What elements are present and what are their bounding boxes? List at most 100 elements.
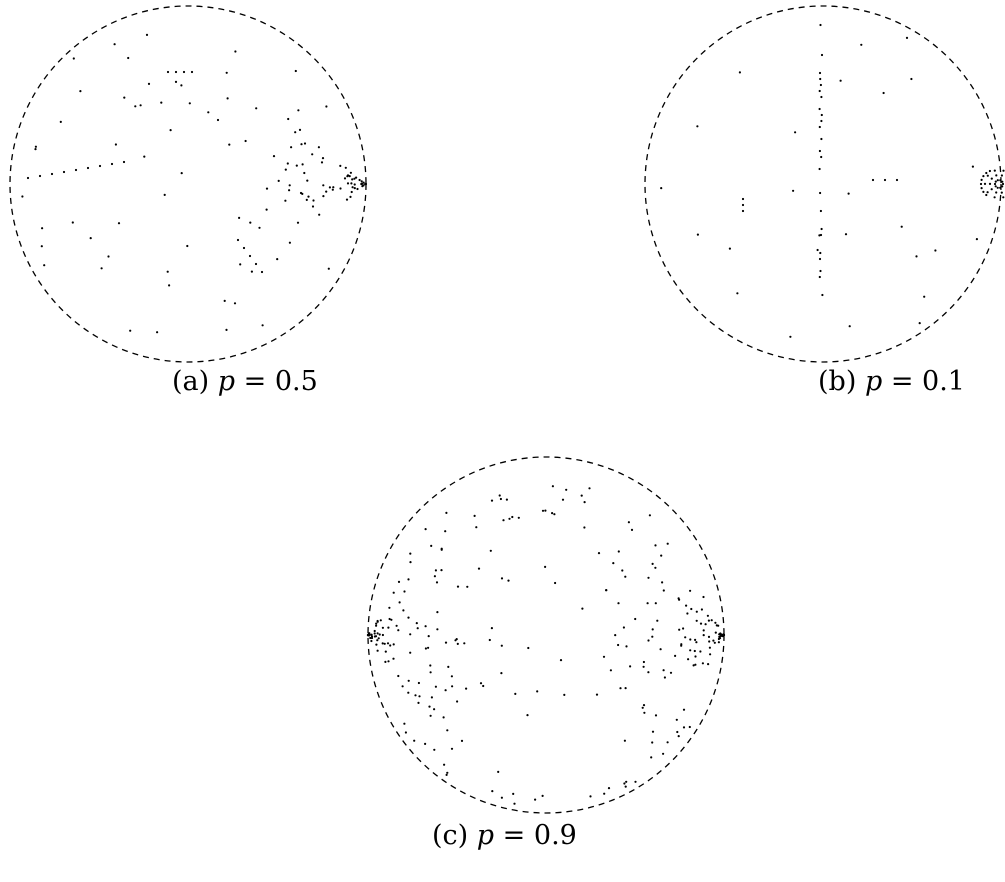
point-c [444, 530, 447, 533]
point-c [722, 633, 725, 636]
point-c [627, 521, 630, 524]
point-b [905, 36, 909, 39]
point-c [675, 718, 678, 721]
point-c [580, 494, 583, 497]
point-c [717, 641, 720, 644]
point-c [534, 798, 537, 801]
point-a [122, 160, 126, 164]
point-b [819, 269, 822, 273]
point-c [688, 725, 691, 729]
point-c [387, 660, 390, 663]
point-b [1000, 174, 1003, 177]
point-a [301, 163, 304, 166]
point-b [918, 322, 921, 325]
point-a [290, 146, 293, 149]
point-b [915, 255, 918, 258]
point-b [660, 187, 663, 190]
point-c [388, 606, 391, 609]
point-c [378, 633, 381, 636]
point-a [288, 241, 291, 244]
point-a [236, 238, 240, 242]
point-c [553, 513, 556, 516]
point-c [512, 792, 515, 795]
point-b [995, 191, 998, 194]
point-c [623, 739, 626, 742]
point-c [424, 625, 427, 628]
point-c [436, 611, 439, 614]
point-c [642, 665, 645, 668]
point-a [34, 145, 37, 148]
point-c [511, 515, 514, 519]
point-a [168, 284, 171, 287]
point-c [694, 638, 697, 641]
point-c [624, 575, 627, 578]
caption-b: (b) p = 0.1 [818, 366, 965, 397]
point-c [650, 756, 653, 759]
point-c [581, 607, 584, 610]
point-c [617, 550, 620, 553]
point-c [659, 648, 662, 651]
point-b [741, 203, 745, 207]
point-b [993, 196, 996, 199]
point-a [360, 182, 363, 186]
point-c [466, 585, 469, 588]
point-c [654, 714, 658, 717]
point-c [663, 676, 666, 679]
point-c [444, 689, 447, 692]
point-c [445, 773, 448, 776]
point-a [311, 153, 314, 156]
point-c [651, 628, 654, 631]
point-c [401, 685, 404, 688]
point-b [995, 174, 998, 177]
point-b [818, 257, 822, 261]
point-c [479, 682, 483, 685]
caption-a-value: 0.5 [274, 366, 318, 397]
point-a [248, 254, 252, 258]
point-a [277, 179, 280, 182]
point-c [445, 511, 448, 514]
point-c [630, 528, 634, 531]
point-c [687, 658, 690, 661]
point-a [325, 105, 328, 108]
point-c [607, 787, 611, 790]
point-a [254, 262, 258, 266]
point-c [651, 562, 654, 565]
point-a [321, 157, 325, 160]
point-c [444, 641, 448, 644]
point-a [325, 190, 328, 193]
point-c [707, 619, 710, 622]
point-c [450, 747, 454, 750]
point-c [454, 639, 457, 642]
point-b [975, 238, 978, 241]
point-c [676, 730, 679, 734]
point-c [403, 722, 406, 725]
point-a [288, 189, 291, 192]
point-c [554, 581, 557, 585]
point-b [996, 186, 999, 189]
point-c [702, 629, 705, 632]
point-a [360, 180, 363, 183]
point-c [651, 730, 655, 733]
point-a [98, 164, 102, 168]
point-a [287, 117, 290, 121]
point-c [397, 580, 401, 583]
point-c [429, 671, 432, 674]
point-a [284, 199, 287, 202]
point-c [373, 629, 376, 633]
point-c [689, 638, 692, 641]
point-c [407, 679, 410, 682]
point-c [489, 549, 492, 552]
point-a [276, 258, 279, 261]
point-c [707, 635, 711, 638]
point-a [139, 104, 142, 107]
point-a [249, 221, 252, 224]
point-c [500, 672, 503, 675]
point-c [386, 642, 390, 645]
point-a [129, 329, 132, 332]
point-c [500, 644, 503, 647]
point-b [818, 89, 821, 93]
point-b [1001, 182, 1005, 186]
point-b [847, 192, 850, 195]
point-a [207, 111, 210, 114]
point-c [398, 601, 401, 604]
